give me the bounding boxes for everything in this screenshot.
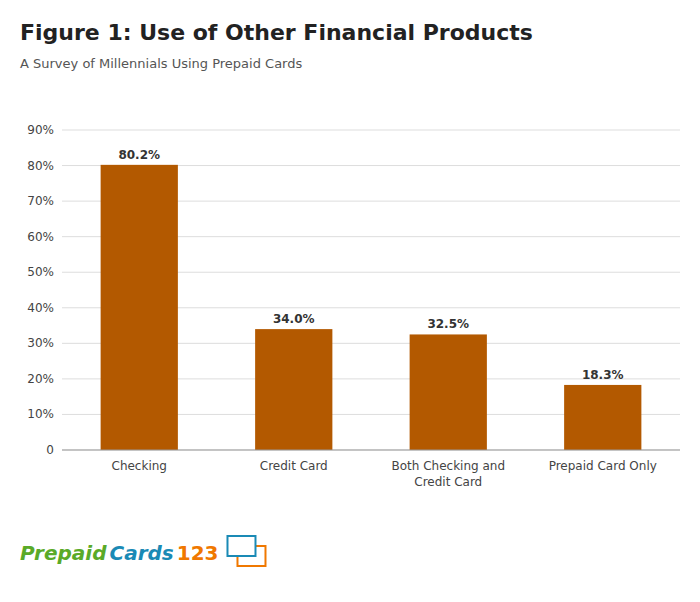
y-tick-label: 60%: [27, 230, 54, 244]
logo: PrepaidCards123: [20, 536, 265, 566]
x-ticks: Checking Credit Card Both Checking and Cred…: [112, 459, 657, 489]
background: [0, 0, 700, 602]
subtitle: A Survey of Millennials Using Prepaid Ca…: [20, 56, 302, 71]
x-tick-line: Credit Card: [260, 459, 328, 473]
x-tick-line: Credit Card: [414, 475, 482, 489]
y-tick-label: 10%: [27, 407, 54, 421]
logo-text: 123: [177, 541, 219, 565]
title: Figure 1: Use of Other Financial Product…: [20, 20, 533, 45]
x-tick-label: Credit Card: [260, 459, 328, 473]
x-axis-line: [62, 450, 680, 451]
data-label: 80.2%: [118, 148, 160, 162]
bars: [101, 165, 642, 450]
x-tick-label: Both Checking and Credit Card: [391, 459, 505, 489]
bar: [564, 385, 641, 450]
grid-line: [62, 130, 680, 131]
logo-text: Cards: [109, 541, 173, 565]
y-tick-label: 50%: [27, 265, 54, 279]
data-label: 34.0%: [273, 312, 315, 326]
y-tick-label: 40%: [27, 301, 54, 315]
x-tick-line: Prepaid Card Only: [549, 459, 657, 473]
x-tick-label: Checking: [112, 459, 167, 473]
data-labels: 80.2% 34.0% 32.5% 18.3%: [118, 148, 623, 382]
logo-text: Prepaid: [20, 541, 107, 565]
x-tick-line: Checking: [112, 459, 167, 473]
y-tick-label: 30%: [27, 336, 54, 350]
grid: [62, 130, 680, 450]
bar: [255, 329, 332, 450]
y-tick-label: 70%: [27, 194, 54, 208]
bar: [101, 165, 178, 450]
y-tick-label: 90%: [27, 123, 54, 137]
logo-card-front: [227, 536, 255, 556]
data-label: 32.5%: [427, 317, 469, 331]
y-tick-label: 20%: [27, 372, 54, 386]
grid-line: [62, 450, 680, 451]
data-label: 18.3%: [582, 368, 624, 382]
bar: [410, 334, 487, 450]
y-tick-label: 80%: [27, 159, 54, 173]
x-tick-line: Both Checking and: [391, 459, 505, 473]
chart: Figure 1: Use of Other Financial Product…: [0, 0, 700, 602]
y-ticks: 0 10% 20% 30% 40% 50% 60% 70% 80% 90%: [27, 123, 54, 457]
y-tick-label: 0: [46, 443, 54, 457]
x-tick-label: Prepaid Card Only: [549, 459, 657, 473]
